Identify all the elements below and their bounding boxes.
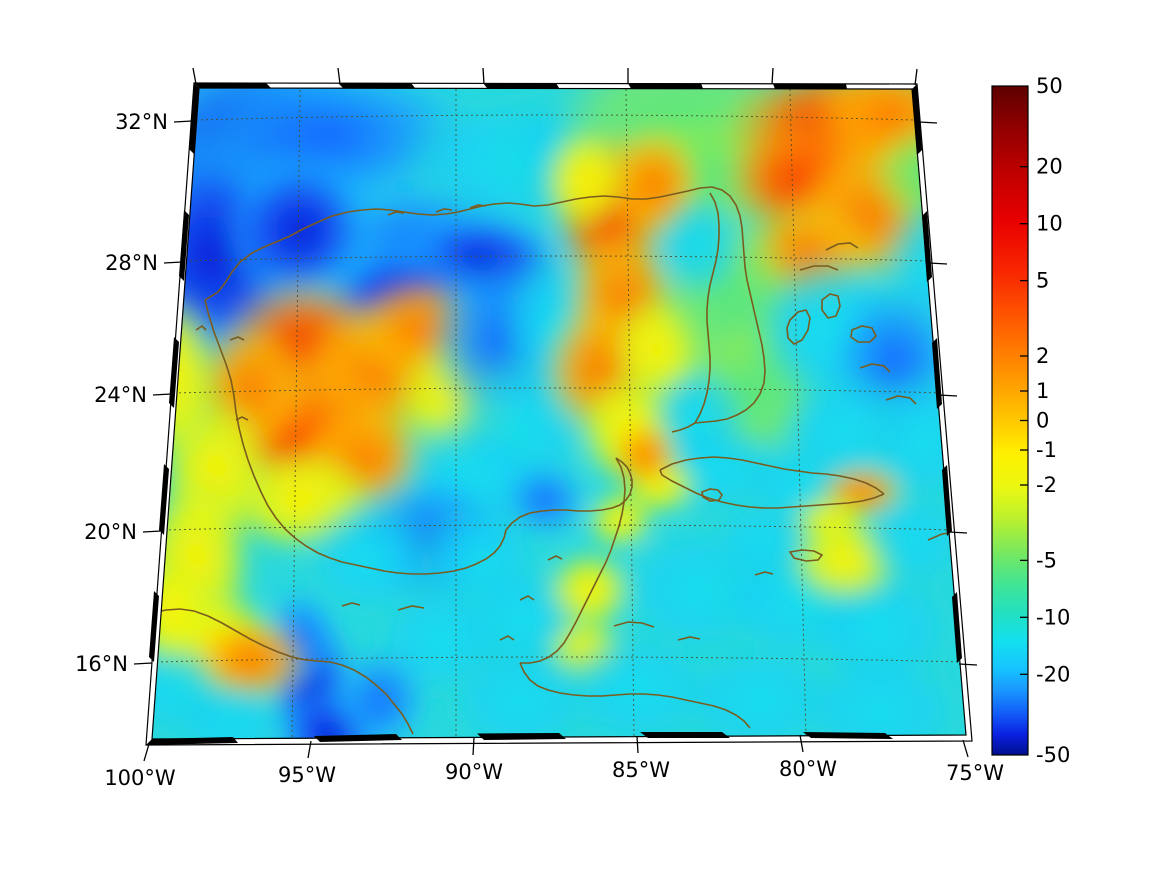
gridline-lon-85 [625,88,635,739]
xlabel-80w: 80°W [779,757,837,781]
frame-tickmarks [133,67,978,762]
colorbar-label-20: 20 [1036,155,1063,179]
ylabel-20n: 20°N [84,520,137,544]
xlabel-90w: 90°W [445,760,503,784]
gridline-lat-28 [184,255,931,262]
map-frame [133,67,978,762]
gridline-lat-32 [195,114,915,121]
colorbar-label--5: -5 [1036,548,1057,572]
gridline-lon-95 [291,89,301,739]
colorbar-label-5: 5 [1036,269,1049,293]
ylabel-28n: 28°N [105,251,158,275]
graticule [155,88,965,739]
colorbar-label--10: -10 [1036,605,1070,629]
gridline-lat-24 [173,387,947,394]
colorbar-label-50: 50 [1036,74,1063,98]
frame-ticks-top [194,83,847,89]
xlabel-100w: 100°W [104,766,176,790]
colorbar-label-10: 10 [1036,212,1063,236]
colorbar-tickmarks [1020,166,1028,675]
xlabel-85w: 85°W [612,758,670,782]
map-data-field [152,88,966,739]
colorbar-label-2: 2 [1036,344,1049,368]
ylabel-32n: 32°N [115,110,168,134]
xlabel-75w: 75°W [946,761,1004,785]
field-blobs [152,88,966,739]
colorbar-label--1: -1 [1036,438,1057,462]
colorbar-label--2: -2 [1036,473,1057,497]
frame-ticks-bottom [146,732,893,745]
frame-ticks-right [912,84,962,663]
gridline-lon-80 [789,88,807,738]
ylabel-24n: 24°N [94,383,147,407]
xlabel-95w: 95°W [278,763,336,787]
gridline-lat-16 [155,656,965,663]
colorbar-label-1: 1 [1036,379,1049,403]
ylabel-16n: 16°N [75,652,128,676]
coastlines [152,186,966,735]
colorbar-label-0: 0 [1036,409,1049,433]
axis-tick-labels: 32°N 28°N 24°N 20°N 16°N 100°W 95°W 90°W… [75,110,1004,790]
colorbar-label--20: -20 [1036,662,1070,686]
colorbar-label--50: -50 [1036,743,1070,767]
frame-ticks-left [149,83,199,662]
